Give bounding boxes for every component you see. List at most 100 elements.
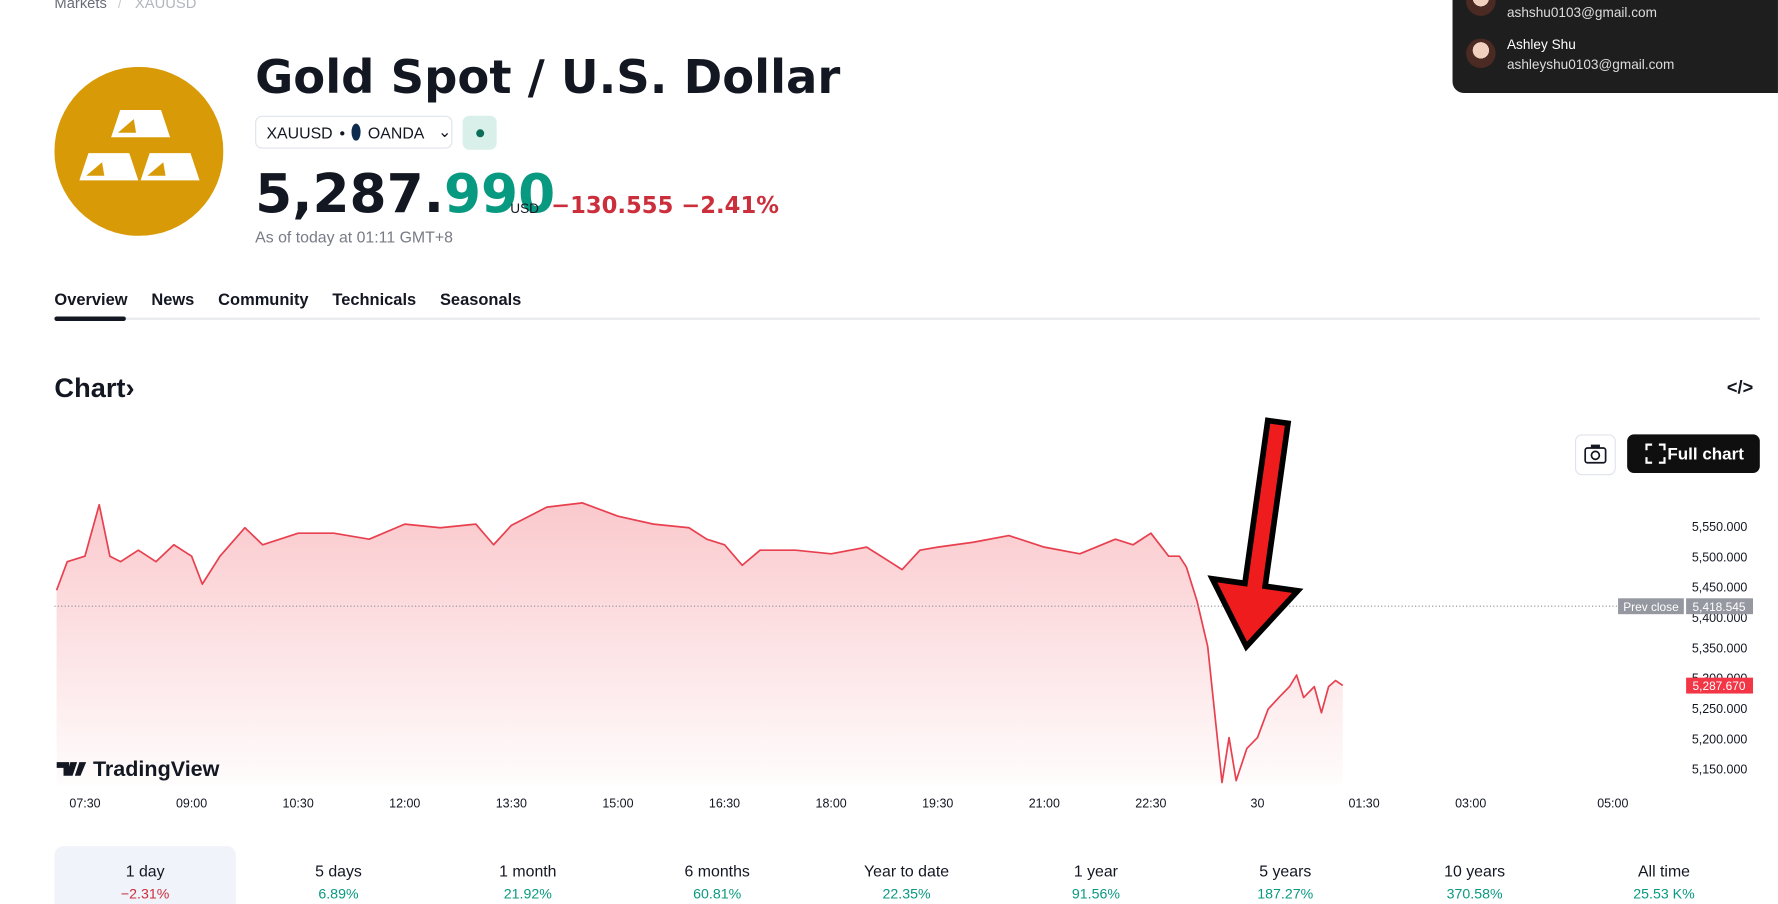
dot: • (339, 123, 346, 142)
separator: / (117, 0, 123, 12)
tab[interactable]: News (151, 291, 195, 310)
symbol: XAUUSD (266, 123, 333, 142)
avatar (1466, 0, 1496, 16)
x-tick-label: 01:30 (1348, 797, 1379, 811)
period[interactable]: 10 years 370.58% (1380, 846, 1569, 904)
snapshot-button[interactable] (1574, 434, 1616, 476)
section-title[interactable]: Chart› (54, 373, 135, 404)
x-tick-label: 03:00 (1455, 797, 1486, 811)
change-abs: −130.555 (551, 191, 674, 219)
account-name[interactable]: Ashley Shu (1506, 36, 1576, 53)
period-change: 22.35% (882, 885, 931, 902)
x-tick-label: 16:30 (709, 797, 740, 811)
x-tick-label: 21:00 (1029, 797, 1060, 811)
last-price-tag (1686, 677, 1754, 694)
plot: 5,150.0005,200.0005,250.0005,300.0005,35… (54, 502, 1754, 811)
y-tick-label: 5,350.000 (1692, 641, 1748, 655)
period-label: 10 years (1444, 861, 1506, 881)
period[interactable]: All time 25.53 K% (1569, 846, 1758, 904)
chevron: ⌄ (437, 122, 452, 141)
period-label: 1 year (1073, 861, 1118, 881)
as-of: As of today at 01:11 GMT+8 (255, 227, 453, 247)
period-change: 21.92% (503, 885, 552, 902)
brand: TradingView (93, 757, 220, 781)
full-chart-label: Full chart (1667, 444, 1744, 464)
price-area (56, 502, 1343, 785)
tabs: Overview News Community Technicals Seaso… (54, 291, 521, 309)
x-tick-label: 09:00 (176, 797, 207, 811)
price-line (55, 502, 1344, 784)
period[interactable]: 1 month 21.92% (433, 846, 622, 904)
symbol-selector[interactable]: XAUUSD • OANDA ⌄ (255, 115, 453, 149)
period-change: −2.31% (120, 885, 170, 902)
title: Gold Spot / U.S. Dollar (255, 49, 841, 105)
prev-close-value-tag (1686, 598, 1754, 615)
period-change: 370.58% (1446, 885, 1503, 902)
x-tick-label: 19:30 (922, 797, 953, 811)
period-change: 6.89% (318, 885, 359, 902)
period[interactable]: 1 year 91.56% (1001, 846, 1190, 904)
account-menu: ashshu0103@gmail.com Ashley Shu ashleysh… (1452, 0, 1778, 94)
currency: USD (510, 200, 539, 217)
x-tick-label: 18:00 (816, 797, 847, 811)
period-change: 25.53 K% (1633, 885, 1695, 902)
gold-logo (54, 66, 224, 236)
prev-close-tag (1618, 598, 1684, 615)
tab[interactable]: Overview (54, 291, 128, 310)
price: 5,287.990 (255, 163, 555, 225)
change-pct: −2.41% (681, 191, 779, 219)
period-label: All time (1637, 861, 1691, 881)
y-tick-label: 5,400.000 (1692, 611, 1748, 625)
y-tick-label: 5,450.000 (1692, 581, 1748, 595)
tab-indicator (54, 316, 126, 321)
x-tick-label: 22:30 (1135, 797, 1166, 811)
period[interactable]: 1 day −2.31% (54, 846, 236, 904)
brand-logo: TradingView (56, 757, 220, 781)
prev-close-value: 5,418.545 (1693, 600, 1746, 614)
avatar (1466, 38, 1496, 69)
embed-icon[interactable]: </> (1726, 378, 1754, 399)
fullscreen-icon (1645, 443, 1666, 464)
x-tick-label: 30 (1251, 797, 1265, 811)
x-tick-label: 12:00 (389, 797, 420, 811)
breadcrumb[interactable]: XAUUSD (134, 0, 197, 12)
period-label: 5 days (315, 861, 362, 881)
y-tick-label: 5,500.000 (1692, 550, 1748, 564)
period-label: 1 day (125, 861, 165, 881)
tab[interactable]: Technicals (332, 291, 417, 310)
price-tail: 990 (443, 163, 556, 226)
period[interactable]: 6 months 60.81% (623, 846, 812, 904)
tab[interactable]: Community (218, 291, 309, 310)
y-tick-label: 5,200.000 (1692, 732, 1748, 746)
period-bar: 1 day −2.31% 5 days 6.89% 1 month 21.92% 6 … (54, 846, 1758, 904)
change: −130.555 −2.41% (551, 192, 779, 219)
y-tick-label: 5,550.000 (1692, 520, 1748, 534)
period-label: 5 years (1259, 861, 1312, 881)
y-tick-label: 5,150.000 (1692, 763, 1748, 777)
y-tick-label: 5,250.000 (1692, 702, 1748, 716)
camera-icon (1584, 444, 1607, 464)
tab[interactable]: Seasonals (439, 291, 522, 310)
period[interactable]: 5 years 187.27% (1191, 846, 1380, 904)
period-label: 1 month (499, 861, 557, 881)
market-status[interactable] (462, 115, 497, 150)
period[interactable]: 5 days 6.89% (244, 846, 433, 904)
account-email[interactable]: ashshu0103@gmail.com (1506, 4, 1657, 21)
full-chart-button[interactable]: Full chart (1627, 434, 1760, 473)
x-tick-label: 05:00 (1597, 797, 1628, 811)
account-email[interactable]: ashleyshu0103@gmail.com (1506, 56, 1675, 73)
exchange-icon (351, 123, 362, 141)
tab-rule (54, 317, 1760, 320)
period-change: 60.81% (693, 885, 742, 902)
period-label: Year to date (864, 861, 950, 881)
period-change: 91.56% (1071, 885, 1120, 902)
period-label: 6 months (684, 861, 750, 881)
prev-close-label: Prev close (1623, 600, 1679, 614)
annotation-arrow (1207, 417, 1304, 652)
period[interactable]: Year to date 22.35% (812, 846, 1001, 904)
section-title-text: Chart (54, 373, 126, 404)
breadcrumb[interactable]: Markets (54, 0, 107, 12)
